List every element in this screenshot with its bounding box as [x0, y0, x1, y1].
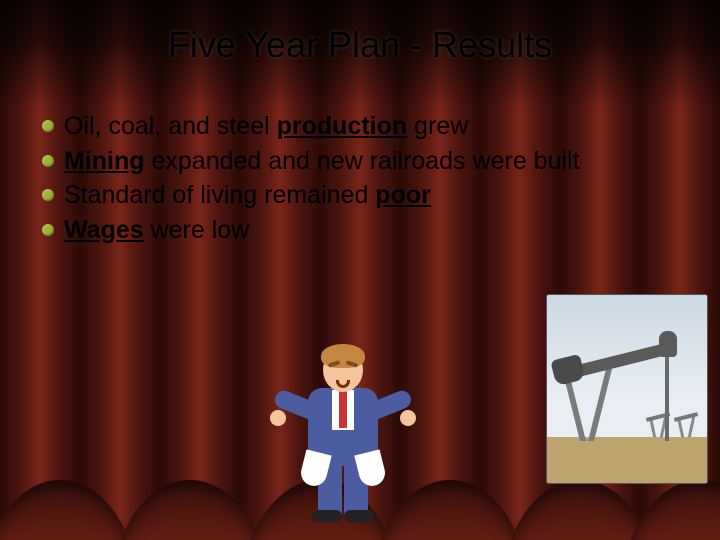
bullet-text-part: were low — [144, 216, 250, 244]
oil-pumpjack-illustration — [546, 294, 708, 484]
bullet-icon — [42, 189, 54, 201]
slide-body: Oil, coal, and steel production grewMini… — [42, 110, 690, 248]
bullet-text-part: production — [277, 112, 408, 140]
bullet-item: Wages were low — [42, 214, 690, 247]
bullet-text-part: Standard of living remained — [64, 181, 375, 209]
bullet-icon — [42, 120, 54, 132]
bullet-item: Standard of living remained poor — [42, 179, 690, 212]
bullet-item: Oil, coal, and steel production grew — [42, 110, 690, 143]
bullet-text-part: Oil, coal, and steel — [64, 112, 277, 140]
bullet-item: Mining expanded and new railroads were b… — [42, 145, 690, 178]
bullet-text-part: grew — [407, 112, 468, 140]
bullet-text-part: expanded and new railroads were built — [145, 147, 580, 175]
slide-title: Five Year Plan - Results — [0, 24, 720, 66]
empty-pockets-illustration — [268, 340, 418, 530]
bullet-icon — [42, 155, 54, 167]
bullet-list: Oil, coal, and steel production grewMini… — [42, 110, 690, 246]
bullet-icon — [42, 224, 54, 236]
bullet-text-part: Wages — [64, 216, 144, 244]
bullet-text-part: poor — [375, 181, 431, 209]
bullet-text-part: Mining — [64, 147, 145, 175]
